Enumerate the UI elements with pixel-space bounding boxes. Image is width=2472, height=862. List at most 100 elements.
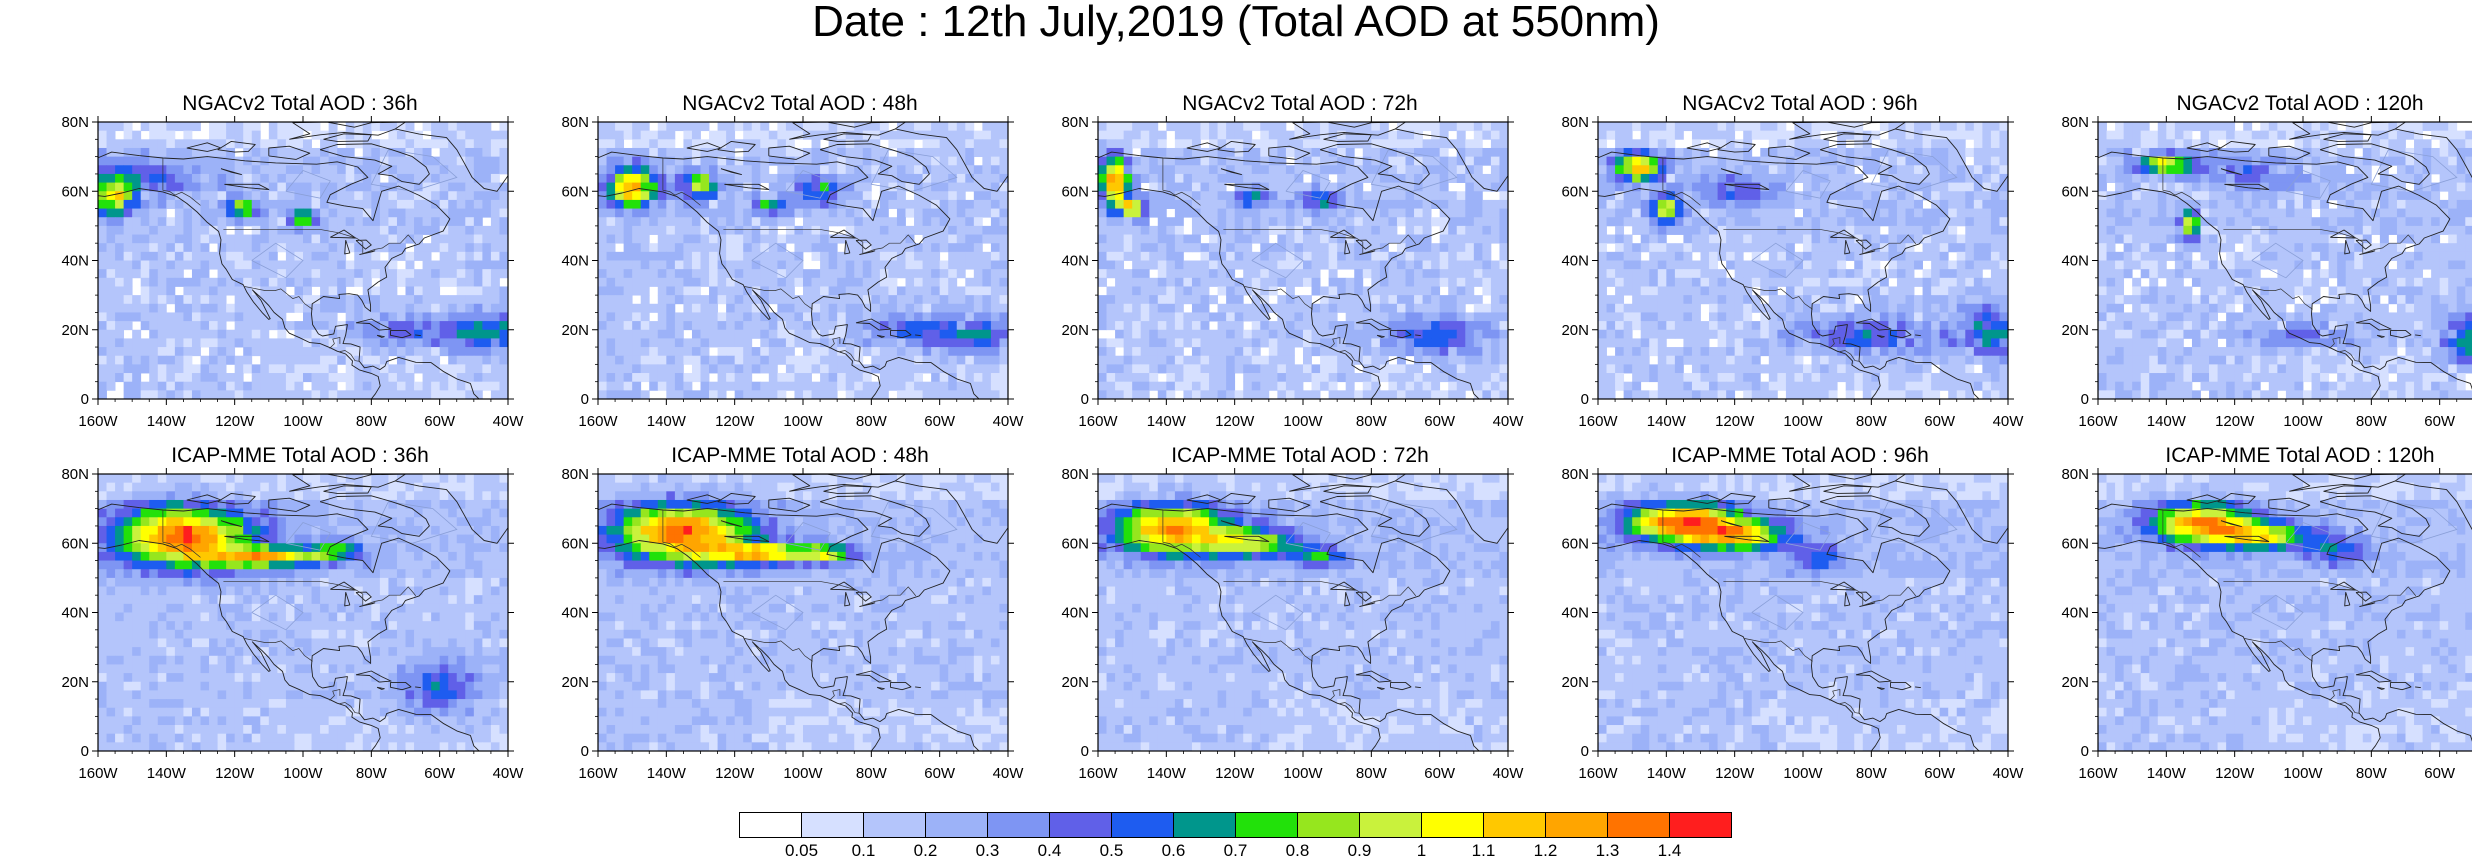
aod-cell [1209, 277, 1218, 287]
aod-cell [396, 312, 406, 322]
aod-cell [837, 338, 847, 348]
aod-cell [132, 251, 142, 261]
aod-cell [888, 303, 898, 313]
aod-cell [473, 182, 483, 192]
aod-cell [294, 277, 304, 287]
aod-cell [1115, 269, 1125, 279]
aod-cell [490, 312, 500, 322]
aod-cell [1482, 269, 1492, 279]
aod-cell [905, 173, 915, 183]
aod-cell [931, 364, 941, 374]
aod-cell [1465, 139, 1475, 149]
aod-cell [999, 260, 1008, 270]
aod-cell [1396, 364, 1406, 374]
aod-cell [1149, 286, 1159, 296]
aod-cell [1465, 147, 1475, 158]
aod-cell [1345, 147, 1355, 158]
aod-cell [1294, 173, 1304, 183]
aod-cell [354, 217, 364, 227]
aod-cell [939, 295, 949, 305]
aod-cell [1166, 269, 1176, 279]
aod-cell [1328, 347, 1338, 357]
aod-cell [1632, 139, 1642, 149]
aod-cell [1456, 355, 1466, 365]
aod-field [1598, 122, 2008, 399]
aod-cell [828, 173, 838, 183]
aod-cell [1345, 295, 1355, 305]
aod-cell [632, 243, 642, 253]
aod-cell [132, 182, 142, 192]
aod-cell [1354, 225, 1364, 235]
aod-cell [1106, 234, 1116, 244]
aod-cell [743, 260, 753, 270]
aod-cell [896, 373, 906, 383]
aod-cell [1388, 277, 1398, 287]
aod-cell [490, 217, 500, 227]
aod-cell [1837, 130, 1847, 140]
aod-cell [414, 303, 423, 313]
aod-cell [1106, 390, 1116, 399]
aod-cell [371, 173, 381, 183]
aod-cell [456, 173, 466, 183]
aod-cell [828, 217, 838, 227]
aod-cell [405, 173, 415, 183]
aod-cell [499, 286, 508, 296]
aod-cell [811, 295, 821, 305]
aod-cell [149, 355, 159, 365]
lat-tick-label: 60N [61, 183, 89, 200]
aod-cell [268, 217, 278, 227]
aod-cell [1371, 182, 1381, 192]
aod-cell [1405, 347, 1415, 357]
aod-cell [414, 364, 423, 374]
aod-cell [1234, 286, 1244, 296]
aod-cell [640, 295, 650, 305]
aod-cell [956, 139, 966, 149]
aod-cell [1123, 312, 1133, 322]
aod-cell [1166, 390, 1176, 399]
aod-cell [217, 182, 227, 192]
aod-cell [1174, 243, 1184, 253]
aod-cell [1217, 373, 1227, 383]
aod-cell [1209, 381, 1218, 391]
aod-cell [965, 225, 975, 235]
aod-cell [1200, 338, 1210, 348]
aod-cell [709, 390, 718, 399]
aod-cell [734, 139, 744, 149]
aod-cell [691, 122, 701, 132]
aod-cell [965, 199, 975, 209]
aod-cell [183, 217, 193, 227]
aod-cell [1191, 156, 1201, 166]
aod-cell [371, 364, 381, 374]
aod-cell [623, 355, 633, 365]
aod-cell [277, 390, 287, 399]
aod-cell [1106, 182, 1116, 192]
aod-cell [388, 130, 398, 140]
aod-cell [1311, 303, 1321, 313]
aod-cell [106, 303, 116, 313]
aod-cell [405, 277, 415, 287]
aod-cell [803, 199, 812, 209]
aod-cell [260, 373, 270, 383]
aod-cell [939, 277, 949, 287]
aod-cell [251, 122, 261, 132]
aod-cell [217, 269, 227, 279]
aod-cell [1606, 130, 1616, 140]
aod-cell [845, 156, 855, 166]
aod-cell [674, 208, 684, 218]
aod-cell [439, 199, 449, 209]
aod-cell [717, 139, 727, 149]
aod-cell [871, 199, 881, 209]
aod-cell [183, 173, 193, 183]
aod-cell [371, 347, 381, 357]
aod-cell [606, 182, 616, 192]
aod-cell [1379, 225, 1389, 235]
aod-cell [328, 260, 338, 270]
aod-cell [811, 199, 821, 209]
aod-cell [632, 208, 642, 218]
aod-cell [632, 321, 642, 331]
aod-cell [405, 225, 415, 235]
aod-cell [1209, 173, 1218, 183]
aod-cell [234, 225, 244, 235]
aod-cell [1149, 199, 1159, 209]
lon-tick-label: 120W [215, 413, 255, 430]
